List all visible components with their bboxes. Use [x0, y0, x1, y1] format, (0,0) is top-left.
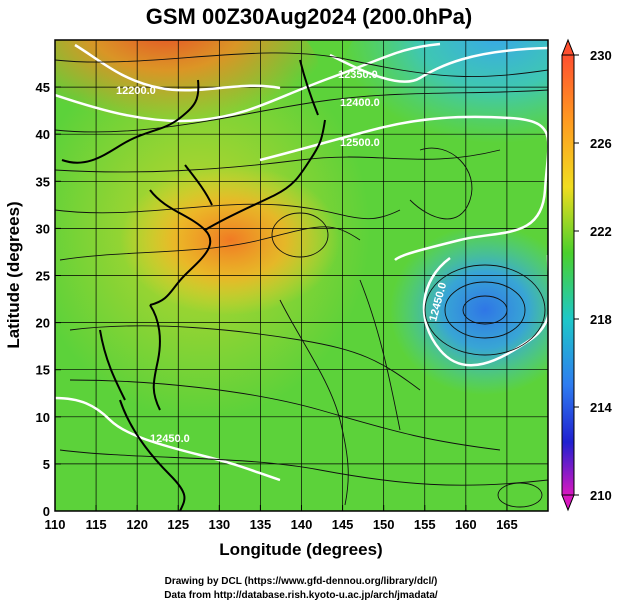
- y-tick-label: 5: [43, 457, 50, 472]
- contour-line: [74, 43, 281, 92]
- wind-streamlines: [55, 52, 548, 508]
- coastline: [119, 399, 186, 511]
- map-title: GSM 00Z30Aug2024 (200.0hPa): [146, 4, 472, 29]
- coastline: [149, 304, 161, 411]
- y-axis: 0 5 10 15 20 25 30 35 40 45: [36, 80, 61, 519]
- x-tick-label: 110: [45, 517, 66, 532]
- contour-label: 12400.0: [340, 97, 380, 109]
- streamline: [55, 52, 548, 78]
- streamline: [497, 482, 543, 508]
- streamline: [359, 279, 401, 431]
- contour-label: 12200.0: [116, 85, 156, 97]
- streamline: [69, 379, 501, 451]
- streamline: [424, 264, 546, 356]
- x-tick-label: 120: [126, 517, 148, 532]
- colorbar: 230 226 222 218 214 210: [561, 38, 612, 512]
- field-warm-center: [120, 165, 340, 315]
- map-plot-area: 12200.0 12350.0 12400.0 12500.0 12450.0 …: [55, 40, 548, 511]
- height-contours: [55, 42, 548, 482]
- x-tick-label: 125: [167, 517, 189, 532]
- colorbar-scale: [561, 54, 575, 496]
- streamline: [271, 212, 329, 258]
- coastline: [61, 79, 200, 164]
- colorbar-tick-label: 226: [590, 136, 612, 151]
- x-tick-label: 145: [332, 517, 354, 532]
- streamline: [59, 449, 548, 486]
- contour-line: [55, 42, 441, 123]
- coastline: [299, 59, 319, 116]
- coastline: [184, 164, 213, 206]
- streamline: [279, 299, 349, 506]
- contour-line: [422, 255, 548, 367]
- contour-labels: 12200.0 12350.0 12400.0 12500.0 12450.0 …: [116, 69, 449, 445]
- credit-data: Data from http://database.rish.kyoto-u.a…: [164, 590, 438, 601]
- y-tick-label: 30: [36, 221, 50, 236]
- streamline: [59, 226, 361, 261]
- y-axis-label: Latitude (degrees): [4, 201, 23, 348]
- streamline: [462, 295, 508, 325]
- y-tick-label: 25: [36, 269, 50, 284]
- colorbar-ticks: 230 226 222 218 214 210: [574, 48, 612, 503]
- colorbar-tick-label: 218: [590, 312, 612, 327]
- contour-line: [55, 396, 281, 482]
- streamline: [409, 147, 473, 220]
- x-tick-label: 155: [414, 517, 436, 532]
- contour-label: 12450.0: [150, 433, 190, 445]
- contour-line: [259, 115, 548, 261]
- lat-lon-grid: [55, 40, 548, 511]
- x-tick-label: 150: [373, 517, 395, 532]
- colorbar-top-arrow: [561, 38, 575, 56]
- y-tick-label: 45: [36, 80, 50, 95]
- x-tick-label: 160: [455, 517, 477, 532]
- y-tick-label: 35: [36, 174, 50, 189]
- field-warm-north: [55, 40, 320, 155]
- credit-drawing: Drawing by DCL (https://www.gfd-dennou.o…: [165, 576, 438, 587]
- streamline: [55, 89, 548, 133]
- y-tick-label: 10: [36, 410, 50, 425]
- x-tick-label: 115: [86, 517, 107, 532]
- x-tick-label: 135: [250, 517, 272, 532]
- contour-label: 12350.0: [338, 69, 378, 81]
- y-tick-label: 15: [36, 363, 50, 378]
- y-tick-label: 20: [36, 316, 50, 331]
- contour-label: 12500.0: [340, 137, 380, 149]
- x-tick-label: 130: [208, 517, 230, 532]
- colorbar-tick-label: 230: [590, 48, 612, 63]
- x-axis-label: Longitude (degrees): [219, 540, 382, 559]
- streamline: [69, 325, 421, 391]
- colorbar-bottom-arrow: [561, 494, 575, 512]
- colorbar-tick-label: 210: [590, 488, 612, 503]
- coastline: [99, 329, 126, 401]
- x-axis: 110 115 120 125 130 135 140 145 150 155 160 165: [45, 505, 518, 532]
- x-tick-label: 140: [291, 517, 313, 532]
- coastline: [204, 119, 326, 231]
- colorbar-tick-label: 214: [590, 400, 612, 415]
- coastlines: [61, 59, 326, 511]
- streamline: [55, 203, 401, 220]
- streamline: [55, 149, 501, 173]
- x-tick-label: 165: [496, 517, 518, 532]
- field-cool-north: [340, 40, 548, 170]
- coastline: [149, 189, 212, 306]
- streamline: [444, 281, 526, 339]
- colorbar-tick-label: 222: [590, 224, 612, 239]
- y-tick-label: 40: [36, 127, 50, 142]
- y-tick-label: 0: [43, 504, 50, 519]
- contour-line: [329, 46, 548, 83]
